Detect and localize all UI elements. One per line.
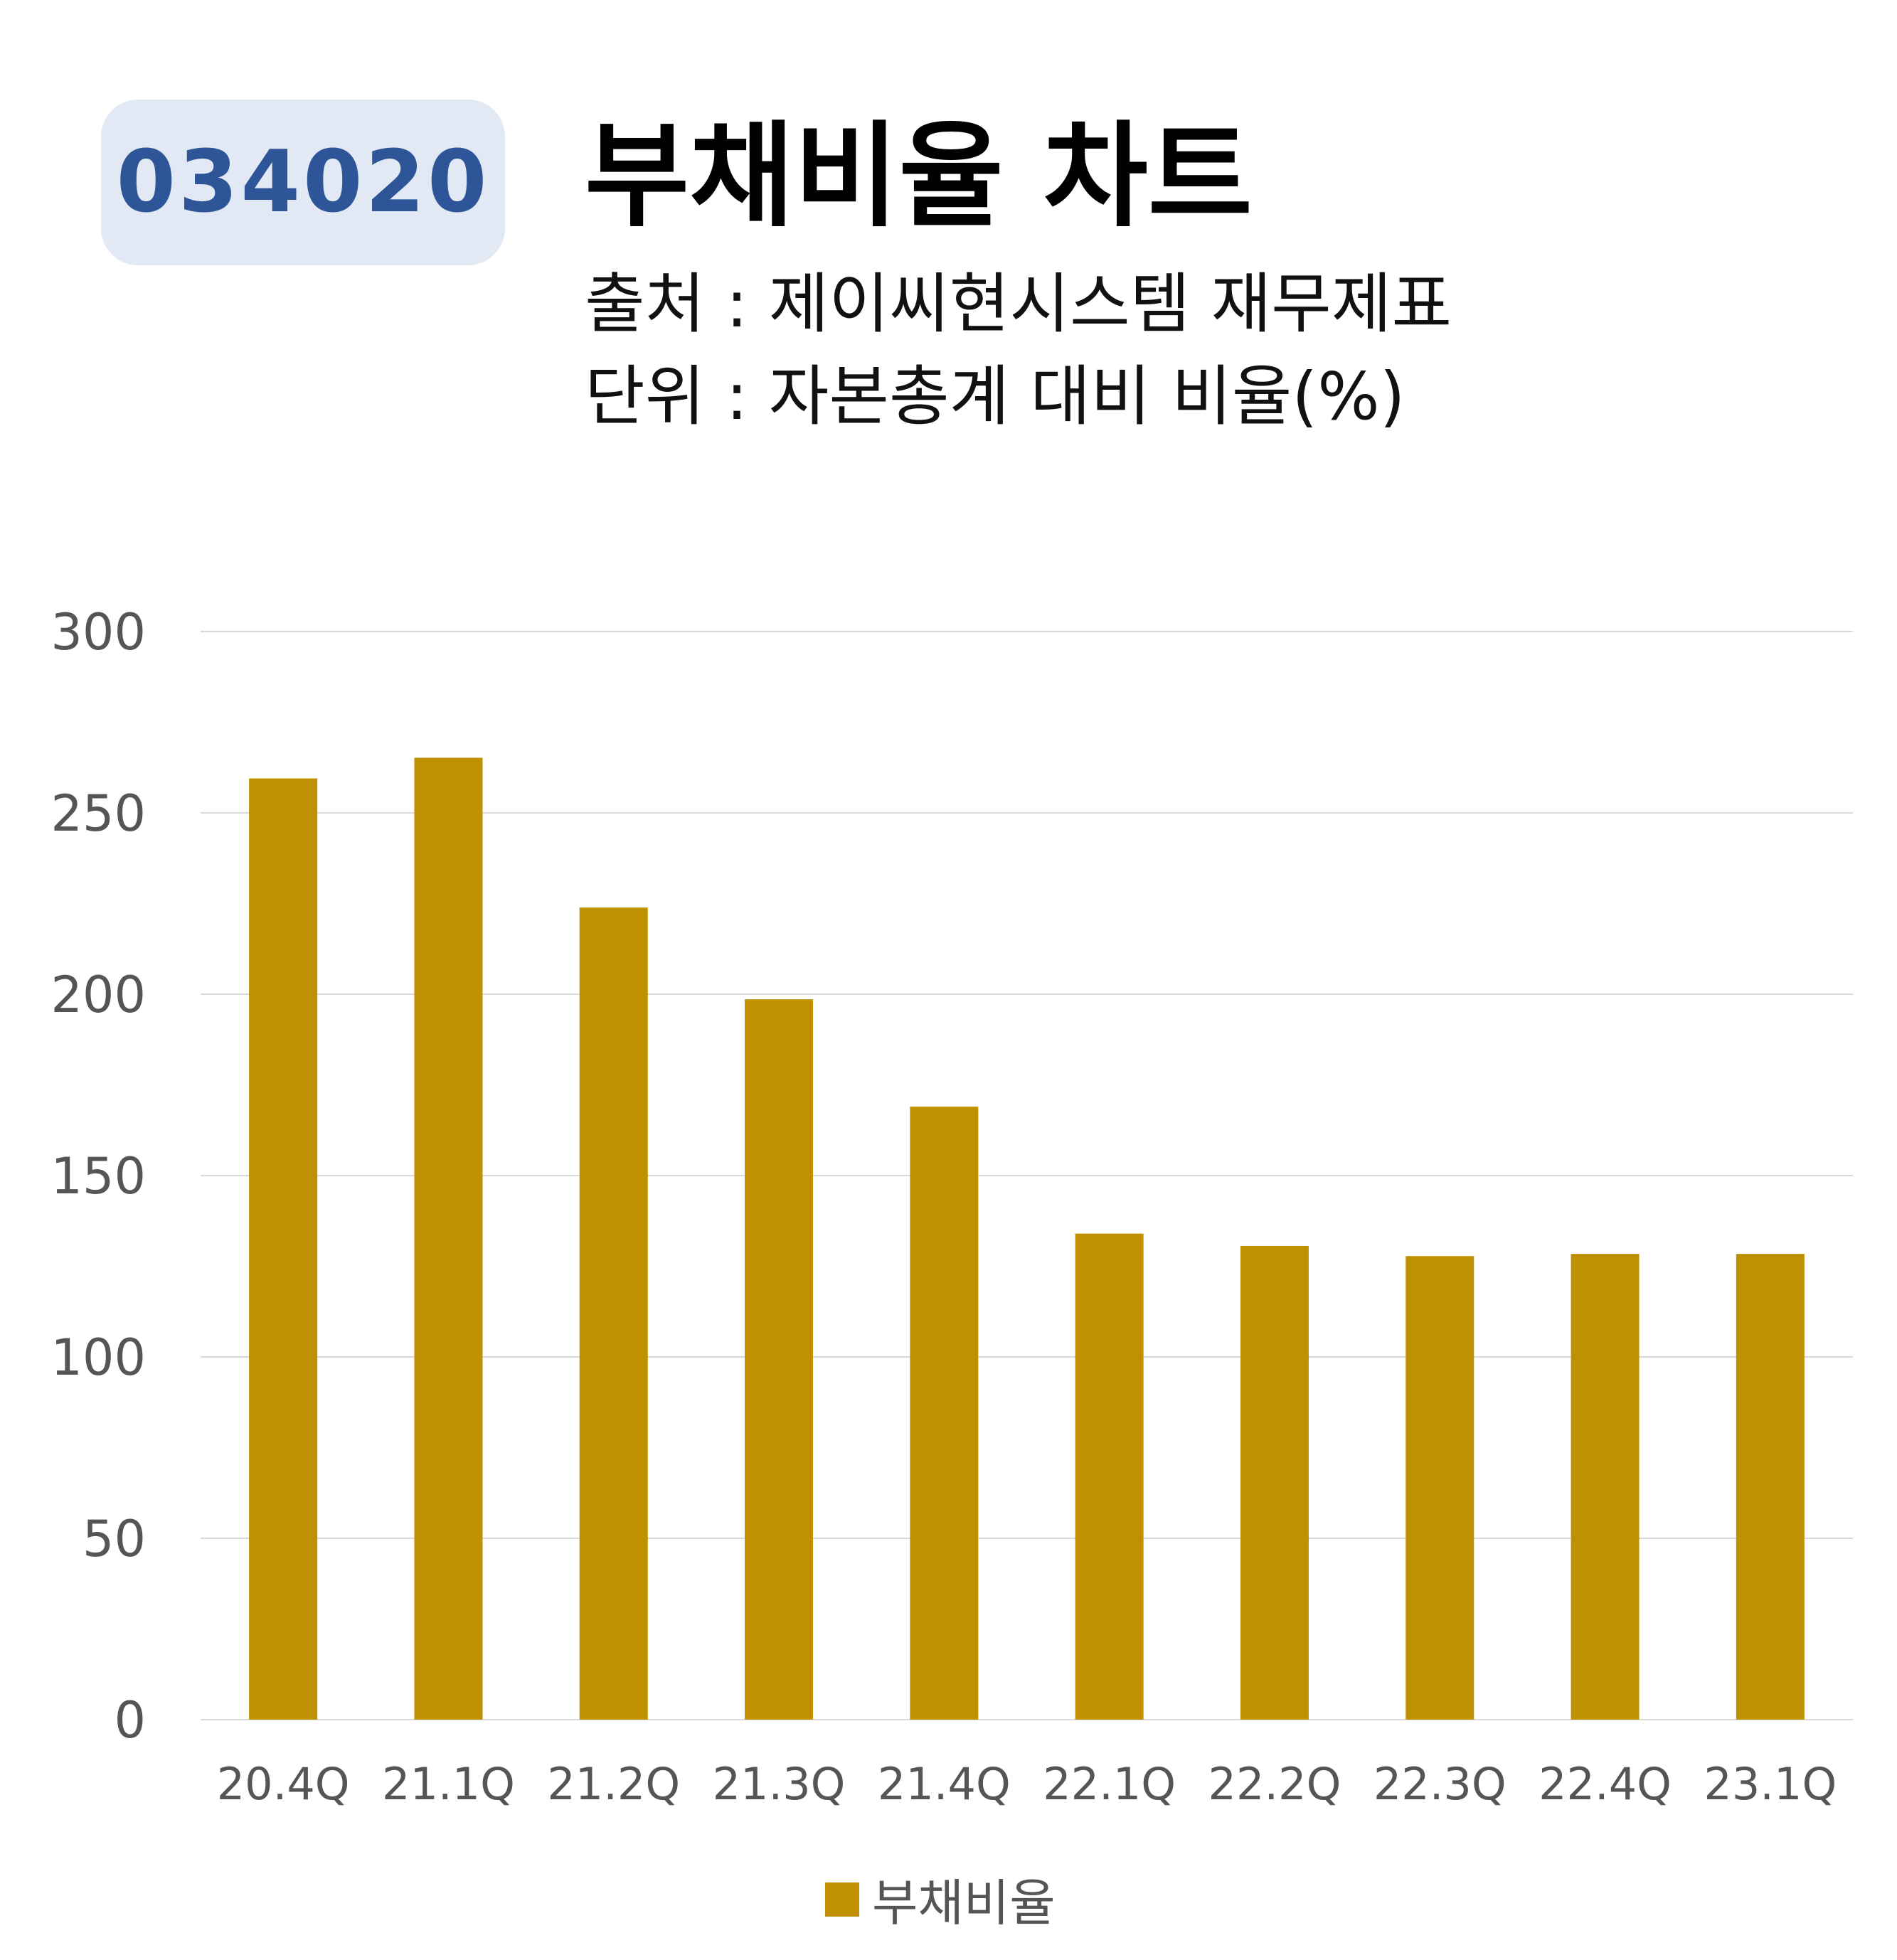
chart-source: 출처 : 제이씨현시스템 재무제표 [585,266,1452,342]
x-tick-label: 23.1Q [1704,1758,1837,1810]
x-tick-label: 21.2Q [547,1758,680,1810]
bar [579,907,648,1720]
bar [910,1107,979,1720]
bar [1406,1256,1474,1720]
x-tick-label: 22.2Q [1208,1758,1341,1810]
y-tick-label: 150 [51,1147,146,1205]
legend-swatch [825,1882,859,1917]
x-tick-label: 22.1Q [1043,1758,1176,1810]
x-tick-label: 21.3Q [713,1758,846,1810]
chart-unit: 단위 : 자본총계 대비 비율(%) [585,358,1406,435]
y-tick-label: 100 [51,1328,146,1387]
legend-label: 부채비율 [872,1874,1056,1932]
bar [745,999,814,1720]
x-tick-label: 22.3Q [1373,1758,1507,1810]
bar [1075,1233,1144,1720]
y-tick-label: 250 [51,784,146,843]
legend: 부채비율 [825,1863,1056,1935]
chart-title: 부채비율 차트 [585,110,1253,243]
stock-code-badge: 034020 [101,100,505,265]
bar [1240,1245,1309,1720]
y-tick-label: 200 [51,966,146,1024]
x-tick-label: 21.1Q [382,1758,515,1810]
bar [1571,1254,1640,1720]
x-tick-label: 22.4Q [1539,1758,1672,1810]
stock-code: 034020 [116,133,490,232]
y-tick-label: 300 [51,603,146,661]
bar [1736,1254,1805,1720]
bar [249,778,318,1720]
y-tick-label: 0 [114,1691,146,1749]
y-tick-label: 50 [83,1510,146,1568]
x-tick-label: 21.4Q [878,1758,1011,1810]
x-tick-label: 20.4Q [217,1758,350,1810]
bar [414,757,483,1720]
